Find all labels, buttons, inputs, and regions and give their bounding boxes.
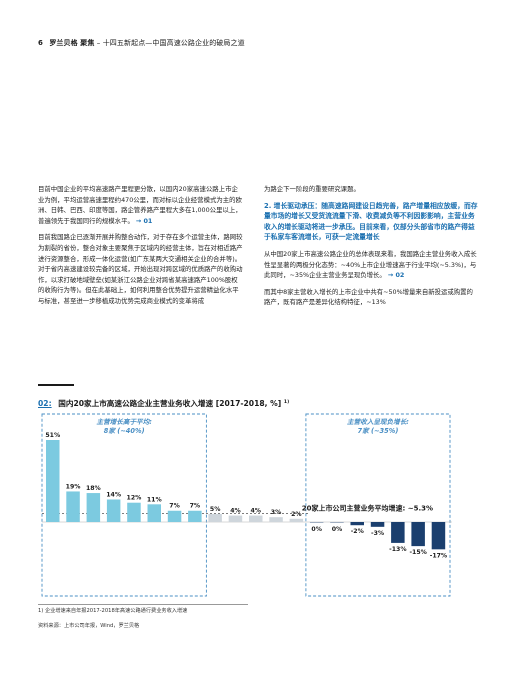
bar-label-1: 51% bbox=[45, 432, 60, 439]
bar-label-9: 5% bbox=[210, 506, 221, 513]
left-column: 目前中国企业的平均高速路产里程更分散，以国内20家高速公路上市企业为例，平均运营… bbox=[38, 184, 244, 313]
bar-label-6: 11% bbox=[147, 496, 162, 503]
bar-label-11: 4% bbox=[250, 508, 261, 515]
bar-16 bbox=[350, 522, 364, 526]
exhibit-title-footnote-mark: 1) bbox=[283, 400, 290, 405]
bar-label-15: 0% bbox=[332, 526, 343, 533]
bar-label-7: 7% bbox=[169, 503, 180, 510]
group-box-above-average bbox=[41, 413, 207, 597]
right-paragraph-2-text: 从中国20家上市高速公路企业的总体表现来看，我国路企主营业务收入成长性呈显著的两… bbox=[264, 249, 477, 280]
bar-17 bbox=[370, 522, 385, 527]
header-subtitle: – 十四五新起点—中国高速公路企业的破局之道 bbox=[96, 39, 245, 47]
right-paragraph-2: 从中国20家上市高速公路企业的总体表现来看，我国路企主营业务收入成长性呈显著的两… bbox=[264, 249, 478, 281]
bar-label-8: 7% bbox=[190, 503, 201, 510]
left-paragraph-1-text: 目前中国企业的平均高速路产里程更分散，以国内20家高速公路上市企业为例，平均运营… bbox=[38, 185, 242, 225]
right-paragraph-1: 为路企下一阶段的重要研究课题。 bbox=[264, 185, 360, 193]
average-label: 20家上市公司主营业务平均增速: ~5.3% bbox=[302, 503, 433, 512]
bar-label-10: 4% bbox=[230, 508, 241, 515]
bar-label-4: 14% bbox=[106, 491, 121, 498]
bar-9 bbox=[208, 513, 222, 522]
bar-label-14: 0% bbox=[311, 526, 322, 533]
bar-5 bbox=[127, 502, 141, 522]
bar-label-12: 3% bbox=[271, 509, 282, 516]
bar-10 bbox=[228, 515, 243, 522]
group-box-negative-growth bbox=[305, 413, 451, 597]
right-column: 为路企下一阶段的重要研究课题。 2. 增长驱动承压：随高速路网建设日趋完善，路产… bbox=[264, 184, 478, 314]
group-label-negative-growth-line1: 主营收入呈现负增长: bbox=[347, 418, 409, 426]
bar-label-18: -13% bbox=[389, 546, 406, 553]
bar-label-17: -3% bbox=[371, 530, 384, 537]
bar-label-5: 12% bbox=[127, 495, 142, 502]
exhibit-title: 02: 国内20家上市高速公路企业主营业务收入增速 [2017-2018, %]… bbox=[38, 398, 289, 409]
bar-11 bbox=[249, 515, 263, 522]
bar-label-19: -15% bbox=[409, 549, 426, 556]
left-paragraph-1: 目前中国企业的平均高速路产里程更分散，以国内20家高速公路上市企业为例，平均运营… bbox=[38, 184, 244, 226]
exhibit-source: 资料来源：上市公司年报，Wind，罗兰贝格 bbox=[38, 623, 140, 629]
page-number: 6 bbox=[38, 39, 43, 47]
bar-label-16: -2% bbox=[351, 528, 364, 535]
bar-13 bbox=[289, 518, 304, 522]
bar-label-13: 2% bbox=[291, 511, 302, 518]
footnote-divider bbox=[38, 604, 248, 605]
bar-18 bbox=[391, 522, 405, 543]
bar-1 bbox=[46, 440, 60, 522]
left-paragraph-2: 目前我国路企已逐渐开展并购整合动作，对于存在多个运营主体，路网较为割裂的省份，整… bbox=[38, 233, 243, 305]
key-finding-highlight: 2. 增长驱动承压：随高速路网建设日趋完善，路产增量相应放缓，而存量市场的增长又… bbox=[264, 201, 478, 242]
section-divider bbox=[38, 384, 74, 386]
exhibit-footnote: 1) 企业增速来自年报2017-2018年高速公路通行费业务收入增速 bbox=[38, 608, 188, 614]
group-label-above-average-line1: 主营增长高于平均: bbox=[97, 418, 153, 426]
page-header: 6 罗兰贝格 聚焦 – 十四五新起点—中国高速公路企业的破局之道 bbox=[38, 38, 245, 48]
revenue-growth-bar-chart: 主营增长高于平均:8家 (~40%) 主营收入呈现负增长:7家 (~35%) 51%… bbox=[41, 413, 452, 597]
bar-label-2: 19% bbox=[66, 483, 81, 490]
bar-3 bbox=[86, 493, 101, 522]
bar-8 bbox=[188, 510, 202, 522]
exhibit-ref-01[interactable]: → 01 bbox=[135, 216, 153, 225]
exhibit-ref-02[interactable]: → 02 bbox=[387, 271, 405, 280]
bar-6 bbox=[147, 504, 161, 522]
group-label-negative-growth-line2: 7家 (~35%) bbox=[358, 427, 399, 435]
brand-name: 罗兰贝格 聚焦 bbox=[49, 39, 95, 47]
bar-4 bbox=[106, 499, 121, 522]
right-paragraph-3: 而其中8家主营收入增长的上市企业中共有~50%增量来自新投运或购置的路产，既有路… bbox=[264, 287, 473, 307]
bar-12 bbox=[269, 517, 283, 522]
group-label-above-average-line2: 8家 (~40%) bbox=[104, 427, 145, 435]
bar-20 bbox=[431, 522, 446, 550]
exhibit-title-text: 国内20家上市高速公路企业主营业务收入增速 [2017-2018, %] bbox=[58, 399, 282, 408]
bar-label-20: -17% bbox=[430, 552, 447, 559]
exhibit-number: 02: bbox=[38, 399, 52, 408]
bar-2 bbox=[66, 491, 80, 522]
bar-19 bbox=[411, 522, 425, 547]
bar-7 bbox=[167, 510, 182, 522]
bar-label-3: 18% bbox=[86, 485, 101, 492]
